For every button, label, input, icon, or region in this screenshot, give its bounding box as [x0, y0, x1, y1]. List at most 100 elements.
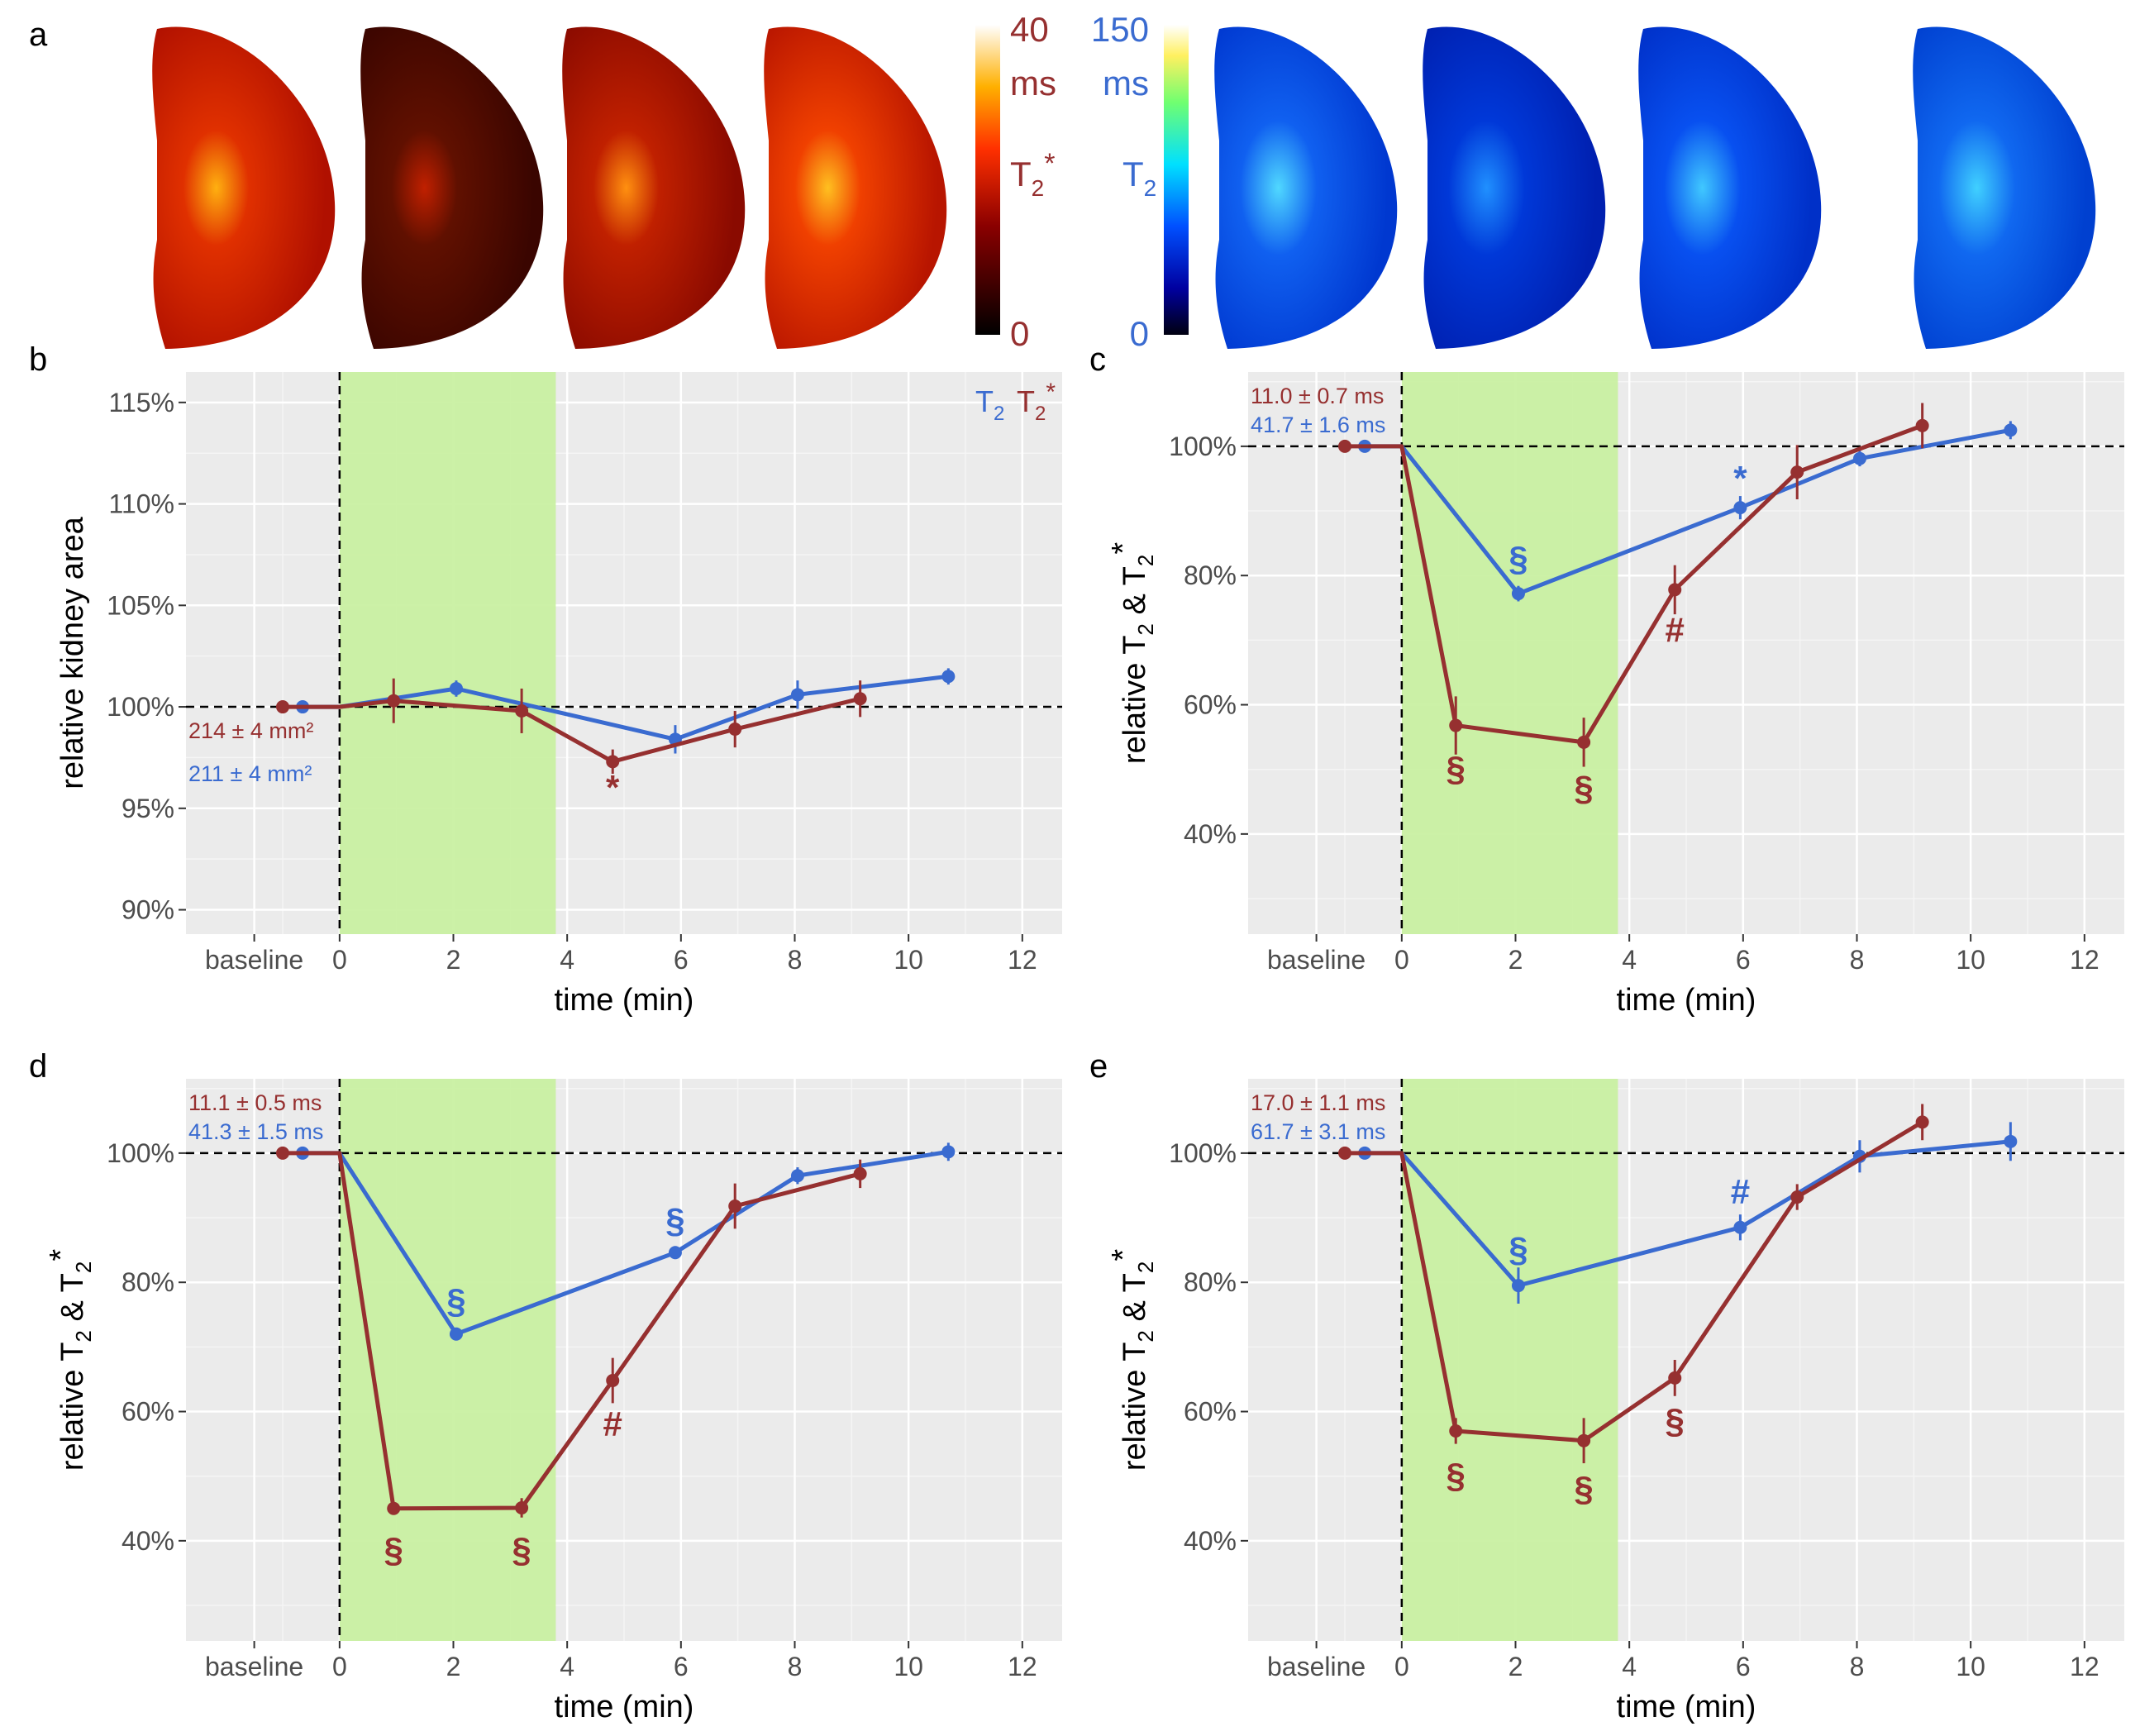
y-axis-title-part: relative T: [1118, 1343, 1152, 1471]
x-tick-label: baseline: [1267, 945, 1366, 975]
data-point: [728, 723, 742, 737]
x-tick-label: 12: [2070, 1652, 2099, 1681]
x-tick-label: 10: [1956, 1652, 1985, 1681]
occlusion-interval-shade: [1401, 372, 1618, 934]
legend-t2-sub: 2: [994, 403, 1004, 425]
significance-marker: §: [1508, 1230, 1528, 1269]
t2-colorbar-name: T2: [1122, 155, 1156, 201]
baseline-value-t2star: 17.0 ± 1.1 ms: [1251, 1090, 1385, 1115]
legend-t2star: T2*: [1017, 379, 1056, 425]
x-tick-label: 2: [446, 945, 461, 975]
y-tick-label: 80%: [122, 1267, 174, 1297]
y-tick-label: 60%: [122, 1397, 174, 1427]
significance-marker: §: [512, 1531, 531, 1570]
legend-t2star-sup: *: [1046, 379, 1056, 406]
y-tick-label: 80%: [1184, 560, 1237, 590]
x-axis: baseline 0 2 4 6 8 10 12: [1267, 934, 2099, 975]
panel-b-label: b: [29, 341, 47, 378]
x-tick-label: 4: [560, 945, 574, 975]
x-tick-label: 2: [1508, 945, 1523, 975]
x-tick-label: 12: [1008, 945, 1037, 975]
data-point: [1915, 418, 1929, 432]
significance-marker: #: [1666, 611, 1685, 650]
x-axis: baseline 0 2 4 6 8 10 12: [1267, 1641, 2099, 1681]
baseline-value-t2: 61.7 ± 3.1 ms: [1251, 1119, 1385, 1144]
y-axis-title: relative T2 & T2*: [1106, 1249, 1158, 1471]
x-tick-label: 6: [674, 945, 689, 975]
legend-t2: T2: [975, 384, 1004, 425]
panel-b-chart: b baseline 0 2 4 6 8 10 12 90% 95% 100% 105% 110% 115%…: [29, 341, 1062, 1018]
t2-colorbar-min: 0: [1130, 314, 1149, 353]
x-axis: baseline 0 2 4 6 8 10 12: [205, 934, 1037, 975]
y-tick-label: 40%: [1184, 1526, 1237, 1556]
y-tick-label: 100%: [107, 692, 174, 722]
data-point: [387, 694, 401, 708]
y-axis-title-part: relative T: [1118, 636, 1152, 765]
t2star-colorbar-max: 40: [1010, 10, 1049, 49]
data-point: [1449, 718, 1463, 732]
baseline-value-t2: 211 ± 4 mm²: [188, 761, 312, 786]
x-tick-label: 12: [2070, 945, 2099, 975]
t2star-kidney-map-2: [360, 26, 544, 349]
t2star-colorbar-labels: 40 ms T2* 0: [1010, 10, 1056, 353]
x-tick-label: 4: [1622, 945, 1637, 975]
significance-marker: #: [603, 1405, 622, 1443]
t2star-map-row: [152, 26, 947, 349]
panel-c-chart: c baseline 0 2 4 6 8 10 12 40% 60% 80% 100% time (min…: [1089, 341, 2124, 1018]
y-tick-label: 40%: [122, 1526, 174, 1556]
significance-marker: §: [1666, 1401, 1685, 1440]
data-point: [1449, 1424, 1463, 1438]
x-axis-title: time (min): [555, 1690, 694, 1724]
t2-colorbar-labels: 150 ms T2 0: [1091, 10, 1156, 353]
panel-e-label: e: [1089, 1048, 1108, 1085]
x-axis: baseline 0 2 4 6 8 10 12: [205, 1641, 1037, 1681]
t2-colorbar-unit: ms: [1103, 64, 1149, 103]
x-axis-title: time (min): [1617, 983, 1756, 1018]
x-axis-title: time (min): [1617, 1690, 1756, 1724]
series-t2star: [276, 678, 867, 775]
y-axis-title-sup: *: [1106, 542, 1141, 555]
x-tick-label: baseline: [205, 1652, 303, 1681]
data-point: [1915, 1115, 1929, 1129]
x-tick-label: 4: [560, 1652, 574, 1681]
panel-e-chart: e baseline 0 2 4 6 8 10 12 40% 60% 80% 100% time (min…: [1089, 1048, 2124, 1724]
significance-marker: §: [1447, 750, 1466, 789]
y-axis: 40% 60% 80% 100%: [107, 1138, 186, 1556]
y-axis-title-part: & T: [1118, 566, 1152, 623]
series-t2star: [1338, 1104, 1929, 1464]
data-point: [276, 1146, 290, 1160]
t2-map-row: [1214, 26, 2096, 349]
y-axis: 40% 60% 80% 100%: [1169, 1138, 1248, 1556]
x-tick-label: 0: [1394, 1652, 1409, 1681]
data-point: [1511, 1279, 1525, 1293]
y-tick-label: 100%: [1169, 432, 1237, 461]
occlusion-interval-shade: [339, 1079, 556, 1641]
y-axis-title-part: & T: [1118, 1273, 1152, 1330]
data-point: [449, 1327, 463, 1341]
series-t2star: [1338, 403, 1929, 767]
legend-t2star-name: T: [1017, 384, 1035, 418]
data-point: [1338, 1146, 1352, 1160]
x-tick-label: 2: [446, 1652, 461, 1681]
data-point: [606, 755, 620, 769]
data-point: [853, 692, 867, 706]
significance-marker: *: [1733, 459, 1747, 498]
x-tick-label: baseline: [205, 945, 303, 975]
t2-colorbar: [1164, 25, 1189, 335]
t2-kidney-map-3: [1638, 26, 1822, 349]
data-point: [515, 1500, 529, 1514]
data-point: [1852, 451, 1866, 465]
t2star-colorbar: [975, 25, 1000, 335]
baseline-value-t2star: 11.0 ± 0.7 ms: [1251, 384, 1384, 408]
data-point: [728, 1199, 742, 1213]
y-tick-label: 100%: [107, 1138, 174, 1168]
series-t2star: [276, 1146, 867, 1518]
y-tick-label: 115%: [109, 388, 174, 417]
significance-marker: §: [446, 1282, 465, 1321]
x-axis-title: time (min): [555, 983, 694, 1018]
significance-marker: §: [1508, 540, 1528, 579]
significance-marker: §: [1447, 1457, 1466, 1495]
y-axis-title-sub: 2: [1133, 623, 1158, 635]
x-tick-label: 6: [1736, 1652, 1751, 1681]
y-axis-title-sub: 2: [71, 1261, 96, 1273]
